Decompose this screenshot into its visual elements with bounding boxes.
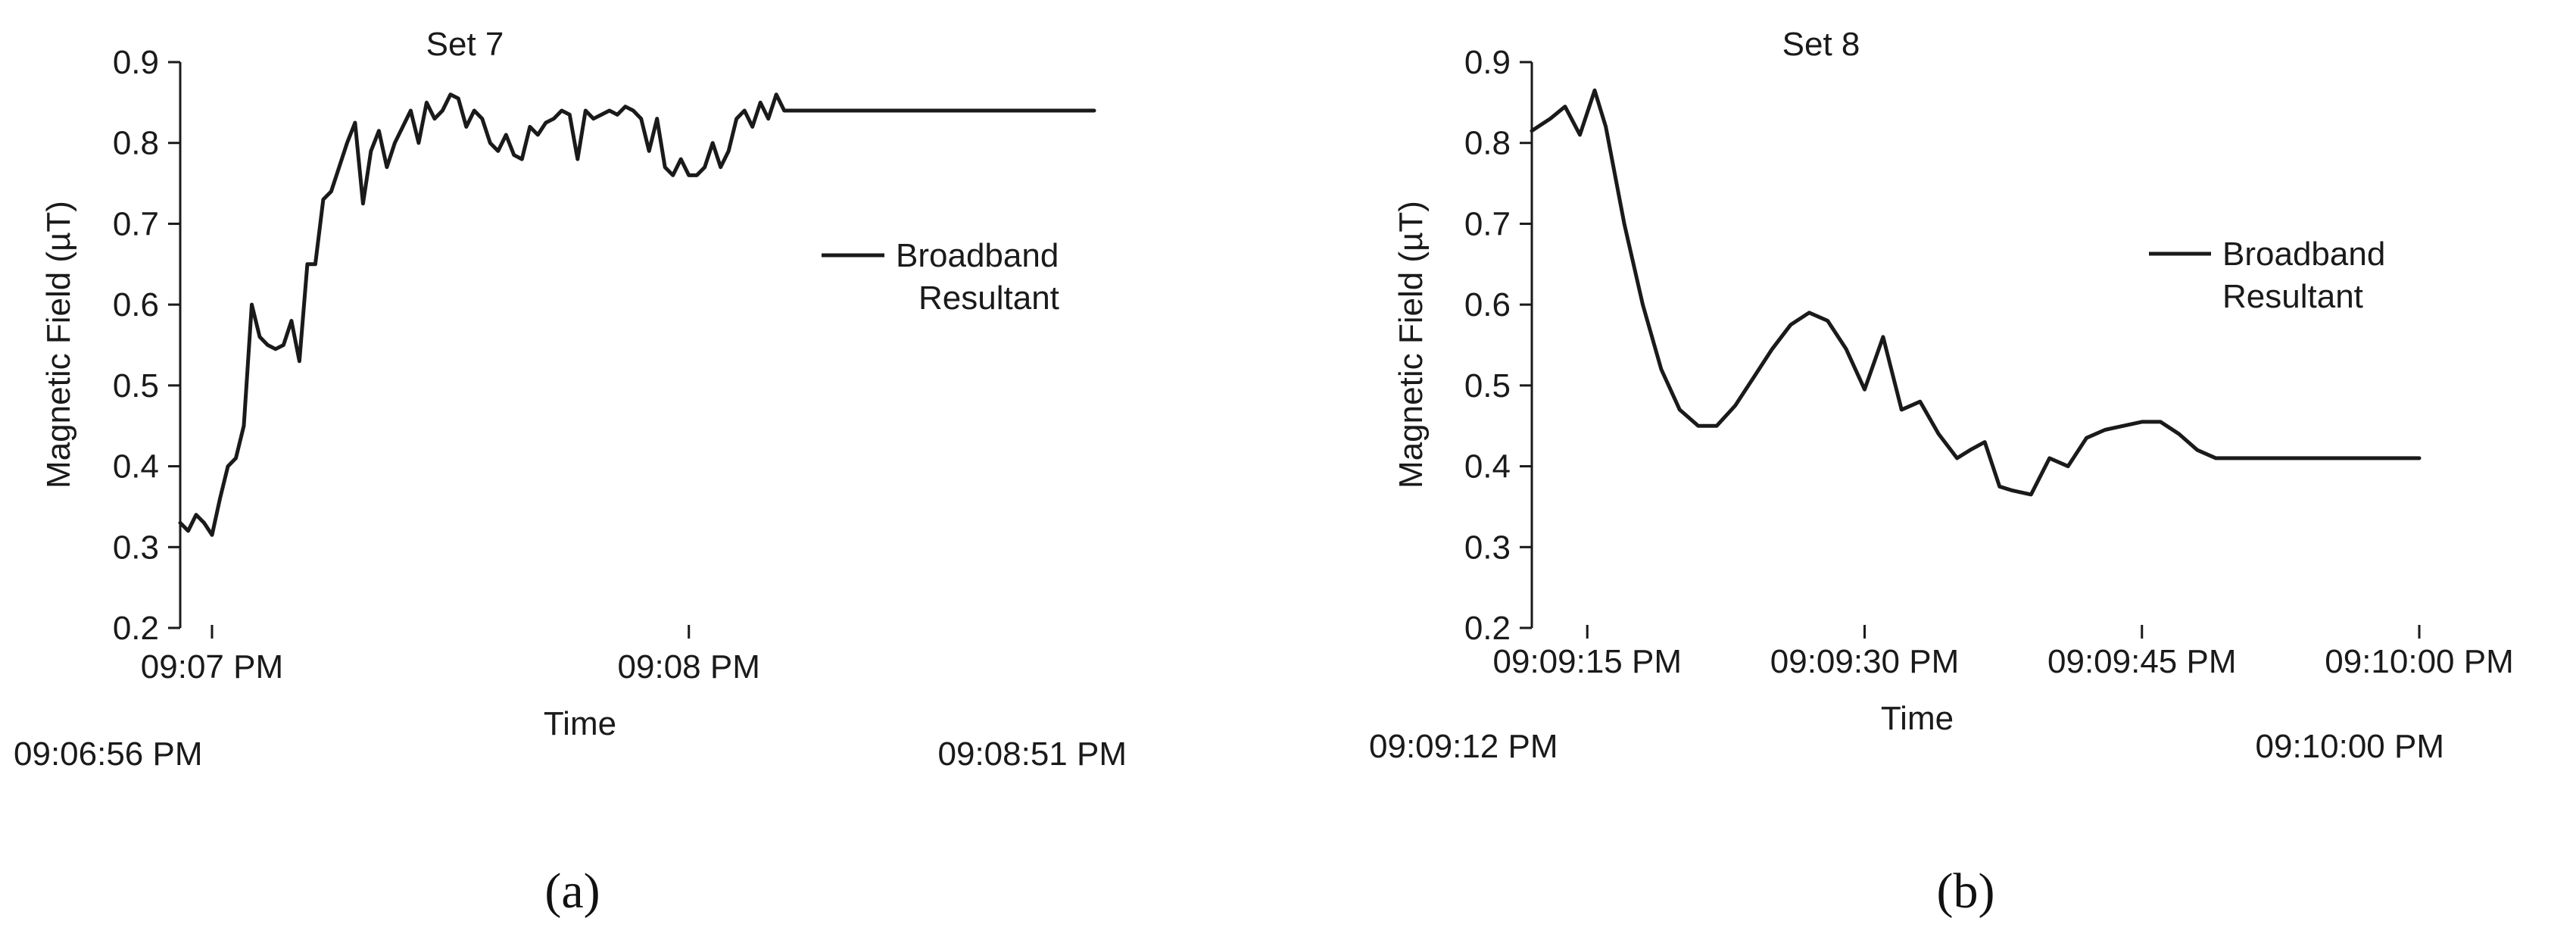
chart-a-x-tick-label: 09:07 PM xyxy=(141,648,283,685)
chart-b-y-tick-label: 0.6 xyxy=(1464,286,1511,323)
panel-a-caption: (a) xyxy=(544,863,600,919)
chart-b-legend: Broadband Resultant xyxy=(2149,236,2385,315)
chart-b-y-axis-ticks: 0.2 0.3 0.4 0.5 0.6 0.7 0.8 0.9 xyxy=(1464,44,1532,647)
chart-b-y-tick-label: 0.7 xyxy=(1464,205,1511,242)
chart-a-y-tick-label: 0.3 xyxy=(113,529,159,566)
chart-b-series-line xyxy=(1530,88,2422,497)
chart-b-x-tick-label: 09:09:45 PM xyxy=(2047,643,2237,680)
chart-b-end-time-label: 09:10:00 PM xyxy=(2256,728,2445,765)
chart-a-y-axis-label: Magnetic Field (µT) xyxy=(40,201,77,489)
chart-b-x-axis-label: Time xyxy=(1881,700,1954,737)
chart-a-y-axis-ticks: 0.2 0.3 0.4 0.5 0.6 0.7 0.8 0.9 xyxy=(113,44,180,647)
chart-b-y-tick-label: 0.2 xyxy=(1464,610,1511,647)
chart-b-legend-label-line-1: Broadband xyxy=(2222,236,2385,273)
chart-a-y-tick-label: 0.2 xyxy=(113,610,159,647)
chart-b-y-tick-label: 0.5 xyxy=(1464,367,1511,404)
chart-a-x-tick-label: 09:08 PM xyxy=(618,648,760,685)
chart-a-legend-label-line-1: Broadband xyxy=(896,237,1059,274)
chart-a-legend-label-line-2: Resultant xyxy=(918,280,1059,317)
chart-a-series-line xyxy=(178,92,1096,537)
chart-a-y-tick-label: 0.8 xyxy=(113,125,159,162)
chart-b-y-tick-label: 0.8 xyxy=(1464,125,1511,162)
chart-a-y-tick-label: 0.9 xyxy=(113,44,159,81)
chart-b-y-axis-label: Magnetic Field (µT) xyxy=(1392,201,1430,489)
chart-panel-b: Set 8 0.2 0.3 0.4 0.5 0.6 0.7 0.8 0.9 09:09:15 … xyxy=(1369,26,2514,919)
chart-b-x-tick-label: 09:10:00 PM xyxy=(2325,643,2514,680)
chart-a-end-time-label: 09:08:51 PM xyxy=(938,735,1127,773)
chart-b-y-tick-label: 0.3 xyxy=(1464,529,1511,566)
chart-a-y-tick-label: 0.7 xyxy=(113,205,159,242)
chart-b-legend-label-line-2: Resultant xyxy=(2222,278,2363,315)
chart-b-x-tick-label: 09:09:30 PM xyxy=(1770,643,1960,680)
panel-b-caption: (b) xyxy=(1937,863,1995,919)
chart-b-start-time-label: 09:09:12 PM xyxy=(1369,728,1558,765)
chart-a-x-axis-ticks: 09:07 PM 09:08 PM xyxy=(141,625,760,685)
chart-a-title: Set 7 xyxy=(426,26,504,63)
chart-b-y-tick-label: 0.4 xyxy=(1464,448,1511,486)
chart-a-x-axis-label: Time xyxy=(544,705,616,742)
chart-a-legend: Broadband Resultant xyxy=(822,237,1059,317)
chart-a-y-tick-label: 0.6 xyxy=(113,286,159,323)
chart-panel-a: Set 7 0.20.30.40.50.60.70.80.9 09:07 PM 0… xyxy=(14,26,1127,919)
chart-b-title: Set 8 xyxy=(1782,26,1860,63)
chart-b-x-axis-ticks: 09:09:15 PM 09:09:30 PM 09:09:45 PM 09:10:0… xyxy=(1493,625,2514,680)
chart-b-x-tick-label: 09:09:15 PM xyxy=(1493,643,1683,680)
chart-b-y-tick-label: 0.9 xyxy=(1464,44,1511,81)
chart-a-y-tick-label: 0.4 xyxy=(113,448,159,486)
chart-a-start-time-label: 09:06:56 PM xyxy=(14,735,203,773)
chart-a-y-tick-label: 0.5 xyxy=(113,367,159,404)
